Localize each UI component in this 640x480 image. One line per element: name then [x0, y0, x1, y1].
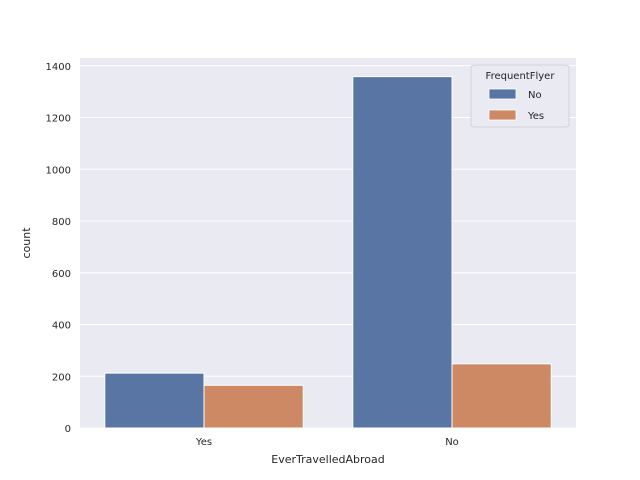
legend-label: No	[528, 90, 542, 101]
bar-no-yes	[105, 373, 204, 428]
legend-swatch	[489, 110, 516, 120]
y-tick-label: 0	[65, 424, 71, 435]
bar-no-no	[353, 77, 452, 428]
legend-title: FrequentFlyer	[486, 71, 556, 82]
y-tick-label: 600	[52, 269, 71, 280]
x-axis-label: EverTravelledAbroad	[271, 453, 385, 466]
x-tick-label: Yes	[195, 437, 212, 448]
y-tick-label: 400	[52, 321, 71, 332]
legend: FrequentFlyer No Yes	[471, 65, 569, 127]
legend-swatch	[489, 89, 516, 99]
y-tick-label: 1400	[46, 62, 71, 73]
y-tick-label: 1000	[46, 165, 71, 176]
x-tick-label: No	[445, 437, 459, 448]
y-tick-label: 1200	[46, 114, 71, 125]
bar-yes-no	[452, 364, 551, 428]
y-tick-label: 800	[52, 217, 71, 228]
y-tick-label: 200	[52, 372, 71, 383]
x-axis: Yes No	[195, 437, 459, 448]
y-axis-label: count	[20, 227, 33, 259]
legend-label: Yes	[527, 111, 544, 122]
y-axis: 0 200 400 600 800 1000 1200 1400	[46, 62, 71, 435]
bar-yes-yes	[204, 385, 303, 428]
